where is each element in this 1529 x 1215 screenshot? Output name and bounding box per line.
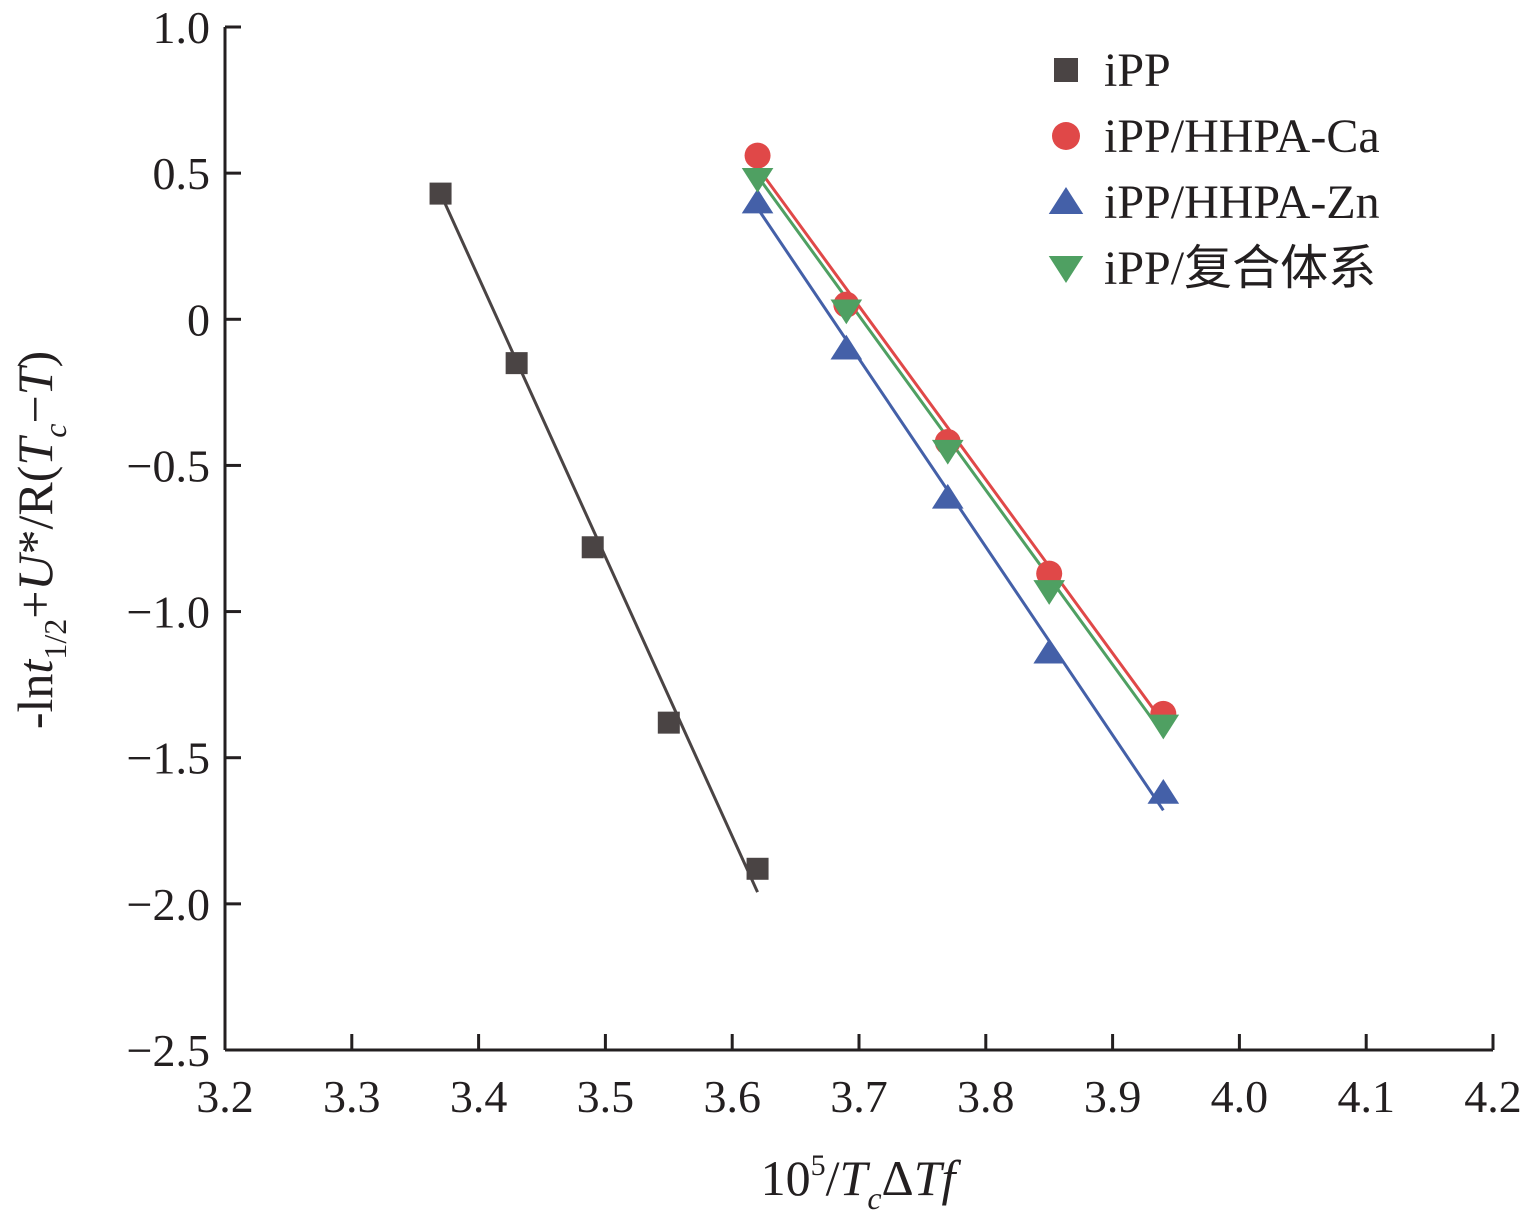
data-point (746, 857, 769, 880)
y-tick-label: 0.5 (153, 148, 211, 199)
y-tick-label: −0.5 (127, 440, 210, 491)
x-axis-title: 105/TcΔTf (761, 1149, 962, 1215)
data-point (741, 167, 774, 193)
fit-line (756, 166, 1165, 724)
data-point (1036, 560, 1063, 587)
data-point (744, 142, 771, 169)
data-point (1033, 580, 1066, 605)
y-axis-title: -lnt1/2+U*/R(Tc−T) (7, 351, 73, 729)
x-tick-label: 3.7 (830, 1071, 888, 1122)
x-tick-label: 3.9 (1084, 1071, 1142, 1122)
x-tick-label: 3.2 (196, 1071, 254, 1122)
legend-label: iPP/HHPA-Zn (1104, 176, 1380, 229)
x-tick-label: 4.0 (1211, 1071, 1269, 1122)
data-point (931, 439, 964, 465)
data-point (1147, 779, 1180, 804)
legend-marker (1054, 58, 1078, 82)
data-point (830, 299, 863, 325)
legend: iPP iPP/HHPA-Ca iPP/HHPA-Zn iPP/复合体系 (1048, 44, 1380, 295)
legend-marker (1048, 256, 1084, 283)
x-tick-label: 4.1 (1337, 1071, 1395, 1122)
legend-marker (1048, 187, 1084, 214)
y-tick-label: 1.0 (153, 2, 211, 53)
x-tick-label: 3.6 (703, 1071, 761, 1122)
y-tick-label: −2.0 (127, 879, 210, 930)
data-point (505, 352, 528, 375)
data-point (429, 182, 452, 205)
legend-label: iPP/HHPA-Ca (1104, 110, 1380, 163)
x-tick-label: 3.3 (323, 1071, 381, 1122)
fit-line (756, 207, 1165, 812)
data-point (657, 711, 680, 734)
x-tick-label: 3.8 (957, 1071, 1015, 1122)
fit-line (756, 175, 1165, 736)
data-point (830, 334, 863, 360)
legend-label: iPP/复合体系 (1104, 242, 1376, 295)
x-tick-label: 4.2 (1464, 1071, 1522, 1122)
fit-lines (439, 166, 1165, 893)
y-tick-label: −1.5 (127, 733, 210, 784)
data-points (429, 142, 1180, 880)
y-tick-label: −1.0 (127, 587, 210, 638)
x-tick-label: 3.4 (450, 1071, 508, 1122)
data-point (1147, 714, 1180, 740)
y-tick-label: 0 (187, 294, 210, 345)
x-tick-label: 3.5 (577, 1071, 635, 1122)
data-point (741, 188, 774, 214)
legend-marker (1052, 122, 1080, 150)
data-point (931, 483, 964, 509)
legend-label: iPP (1104, 44, 1171, 97)
data-point (1033, 638, 1066, 664)
ticks: 3.2 3.3 3.4 3.5 3.6 3.7 3.8 3.9 4.0 4.1 4.2 1.0 0.5 0… (127, 2, 1522, 1122)
data-point (581, 536, 604, 559)
y-tick-label: −2.5 (127, 1025, 210, 1076)
